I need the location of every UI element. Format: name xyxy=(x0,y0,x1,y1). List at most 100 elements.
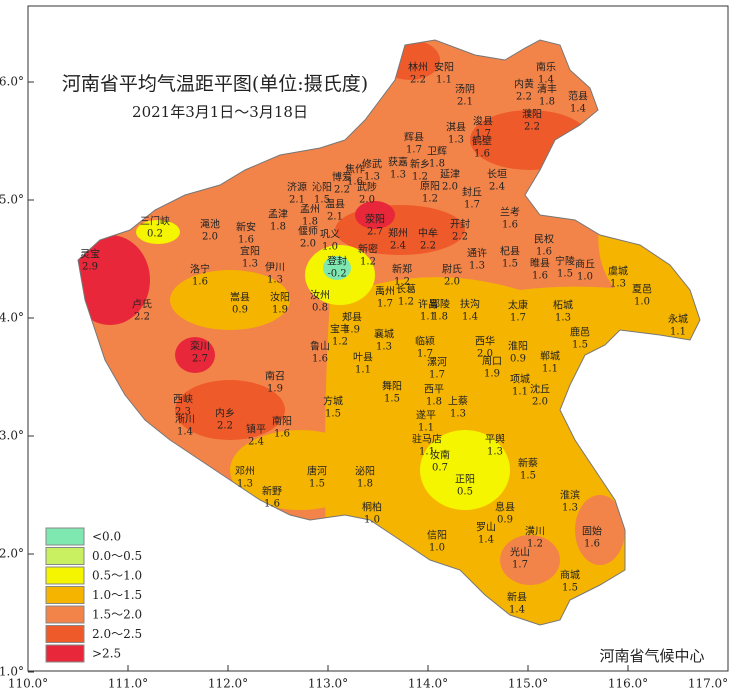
x-tick-label: 114.0° xyxy=(408,677,448,691)
station-value: 1.2 xyxy=(394,277,410,288)
station-name: 巩义 xyxy=(320,229,340,241)
title: 河南省平均气温距平图(单位:摄氏度) xyxy=(62,73,368,95)
station-name: 方城 xyxy=(323,395,343,408)
station-name: 平舆 xyxy=(485,433,505,446)
station-value: 1.3 xyxy=(555,313,571,324)
station-name: 扶沟 xyxy=(460,298,480,311)
station-value: 1.3 xyxy=(448,135,464,146)
station-name: 郑州 xyxy=(388,227,408,240)
station-name: 罗山 xyxy=(476,522,496,534)
station-value: 2.7 xyxy=(367,227,383,238)
station-name: 西平 xyxy=(424,385,444,396)
station-name: 许昌 xyxy=(418,299,438,311)
station-value: 1.5 xyxy=(572,340,588,351)
station-name: 修武 xyxy=(362,158,382,171)
station-name: 清丰 xyxy=(537,83,557,96)
station-value: 1.4 xyxy=(538,75,554,86)
y-tick-label: 32.0° xyxy=(0,547,24,561)
station-name: 三门峡 xyxy=(140,215,170,228)
legend-label: 1.5～2.0 xyxy=(92,608,142,622)
station-name: 嵩县 xyxy=(230,292,250,304)
station-value: 1.8 xyxy=(357,479,373,490)
y-tick-label: 31.0° xyxy=(0,665,24,679)
station-name: 民权 xyxy=(534,233,554,246)
x-tick-label: 117.0° xyxy=(688,677,728,691)
station-name: 临颍 xyxy=(415,335,435,348)
station-value: 1.1 xyxy=(418,423,434,434)
station-name: 太康 xyxy=(508,299,528,312)
station-value: 2.2 xyxy=(134,312,150,323)
station-value: 1.3 xyxy=(242,259,258,270)
station-value: 1.1 xyxy=(670,327,686,338)
station-name: 郸城 xyxy=(540,350,560,363)
station-value: 1.6 xyxy=(274,429,290,440)
station-name: 禹州 xyxy=(375,285,395,298)
station-name: 新安 xyxy=(236,221,256,234)
station-value: 2.4 xyxy=(248,437,264,448)
station-value: 1.5 xyxy=(562,583,578,594)
x-tick-label: 113.0° xyxy=(308,677,348,691)
station-value: 2.7 xyxy=(192,354,208,365)
station-value: 1.6 xyxy=(474,149,490,160)
station-value: -0.2 xyxy=(327,269,346,280)
station-name: 西峡 xyxy=(173,393,193,406)
station-value: 1.0 xyxy=(429,543,445,554)
station-name: 汝阳 xyxy=(270,291,290,304)
station-name: 襄城 xyxy=(374,328,394,341)
station-name: 卫辉 xyxy=(427,146,447,158)
station-value: 1.4 xyxy=(478,535,494,546)
legend-swatch xyxy=(45,566,85,585)
station-name: 遂平 xyxy=(416,409,436,422)
footer: 河南省气候中心 xyxy=(599,647,704,665)
station-value: 2.0 xyxy=(532,397,548,408)
station-name: 中牟 xyxy=(418,227,438,240)
station-value: 1.8 xyxy=(429,159,445,170)
station-value: 2.2 xyxy=(217,421,233,432)
station-value: 1.8 xyxy=(426,397,442,408)
station-value: 2.2 xyxy=(334,185,350,196)
station-value: 1.3 xyxy=(267,275,283,286)
station-name: 南召 xyxy=(265,370,285,383)
legend-label: >2.5 xyxy=(92,647,121,661)
station-value: 1.6 xyxy=(532,271,548,282)
station-name: 淅川 xyxy=(175,414,195,426)
station-name: 孟津 xyxy=(268,209,288,221)
station-value: 2.0 xyxy=(444,277,460,288)
station-name: 光山 xyxy=(510,546,530,559)
station-name: 孟州 xyxy=(300,204,320,216)
subtitle: 2021年3月1日～3月18日 xyxy=(132,103,308,121)
station-value: 1.5 xyxy=(384,394,400,405)
station-value: 1.2 xyxy=(412,172,428,183)
station-value: 1.5 xyxy=(325,409,341,420)
station-value: 1.0 xyxy=(364,515,380,526)
station-value: 1.6 xyxy=(536,247,552,258)
x-tick-label: 115.0° xyxy=(508,677,548,691)
station-name: 长葛 xyxy=(396,283,416,296)
station-value: 2.2 xyxy=(524,122,540,133)
station-name: 鹤壁 xyxy=(472,135,492,148)
station-value: 1.3 xyxy=(610,279,626,290)
station-name: 商丘 xyxy=(575,258,595,271)
station-value: 1.6 xyxy=(264,499,280,510)
station-value: 1.5 xyxy=(314,195,330,206)
x-tick-label: 112.0° xyxy=(208,677,248,691)
station-name: 郏县 xyxy=(342,311,362,324)
station-name: 宁陵 xyxy=(555,255,575,268)
station-name: 新野 xyxy=(262,485,282,498)
station-name: 南阳 xyxy=(272,415,292,428)
station-name: 灵宝 xyxy=(80,248,100,261)
station-name: 项城 xyxy=(510,374,530,386)
station-name: 尉氏 xyxy=(442,263,462,276)
station-name: 浚县 xyxy=(473,115,493,128)
legend-label: <0.0 xyxy=(92,530,121,544)
station-name: 杞县 xyxy=(500,245,520,258)
station-value: 2.0 xyxy=(359,195,375,206)
station-name: 通许 xyxy=(467,248,487,260)
station-value: 1.2 xyxy=(398,297,414,308)
station-name: 渑池 xyxy=(200,218,220,231)
station-value: 2.9 xyxy=(82,262,98,273)
station-name: 泌阳 xyxy=(355,465,375,478)
station-value: 2.0 xyxy=(300,239,316,250)
station-name: 武陟 xyxy=(357,181,377,194)
station-name: 夏邑 xyxy=(632,284,652,296)
